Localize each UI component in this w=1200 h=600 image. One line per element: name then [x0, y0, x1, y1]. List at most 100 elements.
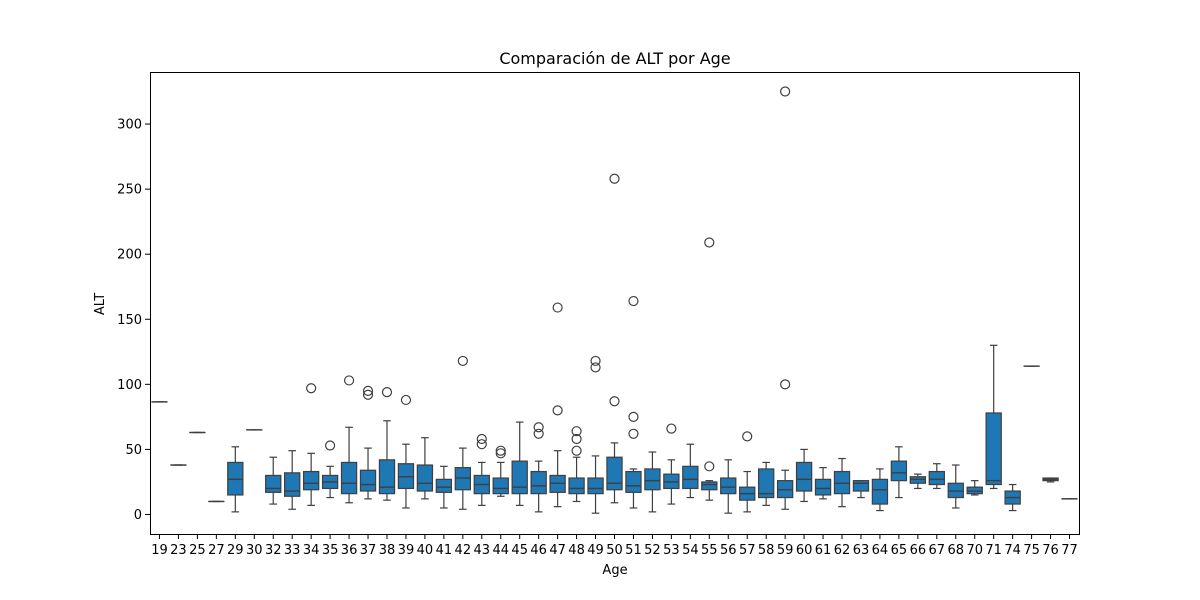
x-tick-label: 27 — [208, 543, 225, 558]
outlier-point — [476, 439, 487, 450]
box-age-53 — [663, 423, 680, 505]
x-tick-label: 77 — [1061, 543, 1078, 558]
box-age-63 — [852, 480, 870, 499]
box-age-34 — [302, 383, 320, 506]
outlier-point — [362, 389, 374, 400]
outlier-point — [533, 428, 544, 439]
x-tick-label: 71 — [985, 543, 1002, 558]
x-tick-label: 46 — [530, 543, 547, 558]
iqr-box — [587, 477, 604, 495]
x-tick-label: 33 — [284, 543, 301, 558]
box-age-68 — [947, 464, 964, 509]
outlier-point — [628, 428, 639, 439]
outlier-point — [742, 431, 753, 442]
x-tick-label: 47 — [549, 543, 566, 558]
x-tick-label: 56 — [720, 543, 737, 558]
iqr-box — [890, 460, 908, 482]
x-tick-label: 19 — [151, 543, 168, 558]
x-tick-label: 67 — [929, 543, 946, 558]
x-tick-label: 35 — [322, 543, 339, 558]
box-age-50 — [606, 173, 623, 504]
box-age-62 — [833, 457, 851, 508]
x-tick-label: 37 — [360, 543, 377, 558]
x-tick-label: 52 — [644, 543, 661, 558]
x-tick-label: 25 — [189, 543, 206, 558]
outlier-point — [325, 440, 336, 451]
x-tick-label: 32 — [265, 543, 282, 558]
y-tick-label: 300 — [117, 118, 142, 133]
outlier-point — [343, 375, 355, 386]
outlier-point — [533, 422, 544, 433]
x-tick-label: 68 — [947, 543, 964, 558]
plot-frame — [150, 72, 1080, 535]
iqr-box — [606, 456, 623, 491]
y-tick-label: 50 — [125, 443, 142, 458]
iqr-box — [682, 465, 699, 490]
x-tick-label: 45 — [511, 543, 528, 558]
box-age-76 — [1042, 477, 1059, 483]
outlier-point — [552, 302, 563, 313]
x-tick-label: 29 — [227, 543, 244, 558]
x-tick-label: 43 — [474, 543, 491, 558]
box-age-56 — [720, 459, 737, 514]
x-tick-label: 70 — [966, 543, 983, 558]
outlier-point — [628, 295, 639, 307]
x-tick-label: 61 — [815, 543, 832, 558]
box-age-58 — [757, 461, 775, 506]
box-age-49 — [587, 355, 604, 514]
iqr-box — [644, 468, 661, 491]
x-tick-label: 65 — [891, 543, 908, 558]
outlier-point — [704, 237, 715, 248]
iqr-box — [359, 469, 377, 492]
y-tick-label: 250 — [117, 183, 142, 198]
x-tick-label: 58 — [758, 543, 775, 558]
iqr-box — [720, 477, 737, 495]
x-tick-label: 60 — [796, 543, 813, 558]
box-age-54 — [682, 443, 699, 499]
outlier-point — [552, 405, 563, 416]
box-age-57 — [739, 431, 756, 513]
iqr-box — [814, 478, 832, 496]
iqr-box — [568, 477, 585, 495]
iqr-box — [378, 459, 396, 495]
outlier-point — [628, 411, 639, 422]
outlier-point — [609, 396, 620, 407]
x-tick-label: 59 — [777, 543, 794, 558]
box-age-40 — [416, 437, 434, 500]
x-tick-label: 66 — [910, 543, 927, 558]
outlier-point — [590, 355, 601, 367]
iqr-box — [435, 478, 453, 493]
box-age-70 — [966, 480, 983, 496]
iqr-box — [492, 477, 509, 495]
box-age-32 — [265, 456, 282, 505]
box-age-43 — [473, 433, 490, 506]
box-age-47 — [549, 302, 566, 508]
outlier-point — [780, 86, 791, 97]
box-age-39 — [397, 394, 415, 509]
x-tick-label: 57 — [739, 543, 756, 558]
x-tick-label: 51 — [625, 543, 642, 558]
box-age-45 — [511, 421, 528, 506]
x-tick-label: 39 — [398, 543, 415, 558]
iqr-box — [701, 481, 718, 491]
outlier-point — [306, 383, 317, 394]
box-age-36 — [340, 375, 358, 504]
chart-title: Comparación de ALT por Age — [499, 49, 730, 68]
iqr-box — [757, 468, 775, 499]
iqr-box — [302, 470, 320, 491]
x-tick-label: 36 — [341, 543, 358, 558]
outlier-point — [381, 387, 393, 398]
box-age-74 — [1004, 483, 1021, 512]
x-tick-label: 49 — [587, 543, 604, 558]
y-tick-label: 0 — [134, 508, 142, 523]
box-age-66 — [909, 473, 927, 490]
outlier-point — [476, 433, 487, 445]
x-tick-label: 75 — [1023, 543, 1040, 558]
x-tick-label: 55 — [701, 543, 718, 558]
outlier-point — [495, 445, 506, 456]
iqr-box — [511, 460, 528, 495]
outlier-point — [704, 461, 715, 472]
x-tick-label: 30 — [246, 543, 263, 558]
